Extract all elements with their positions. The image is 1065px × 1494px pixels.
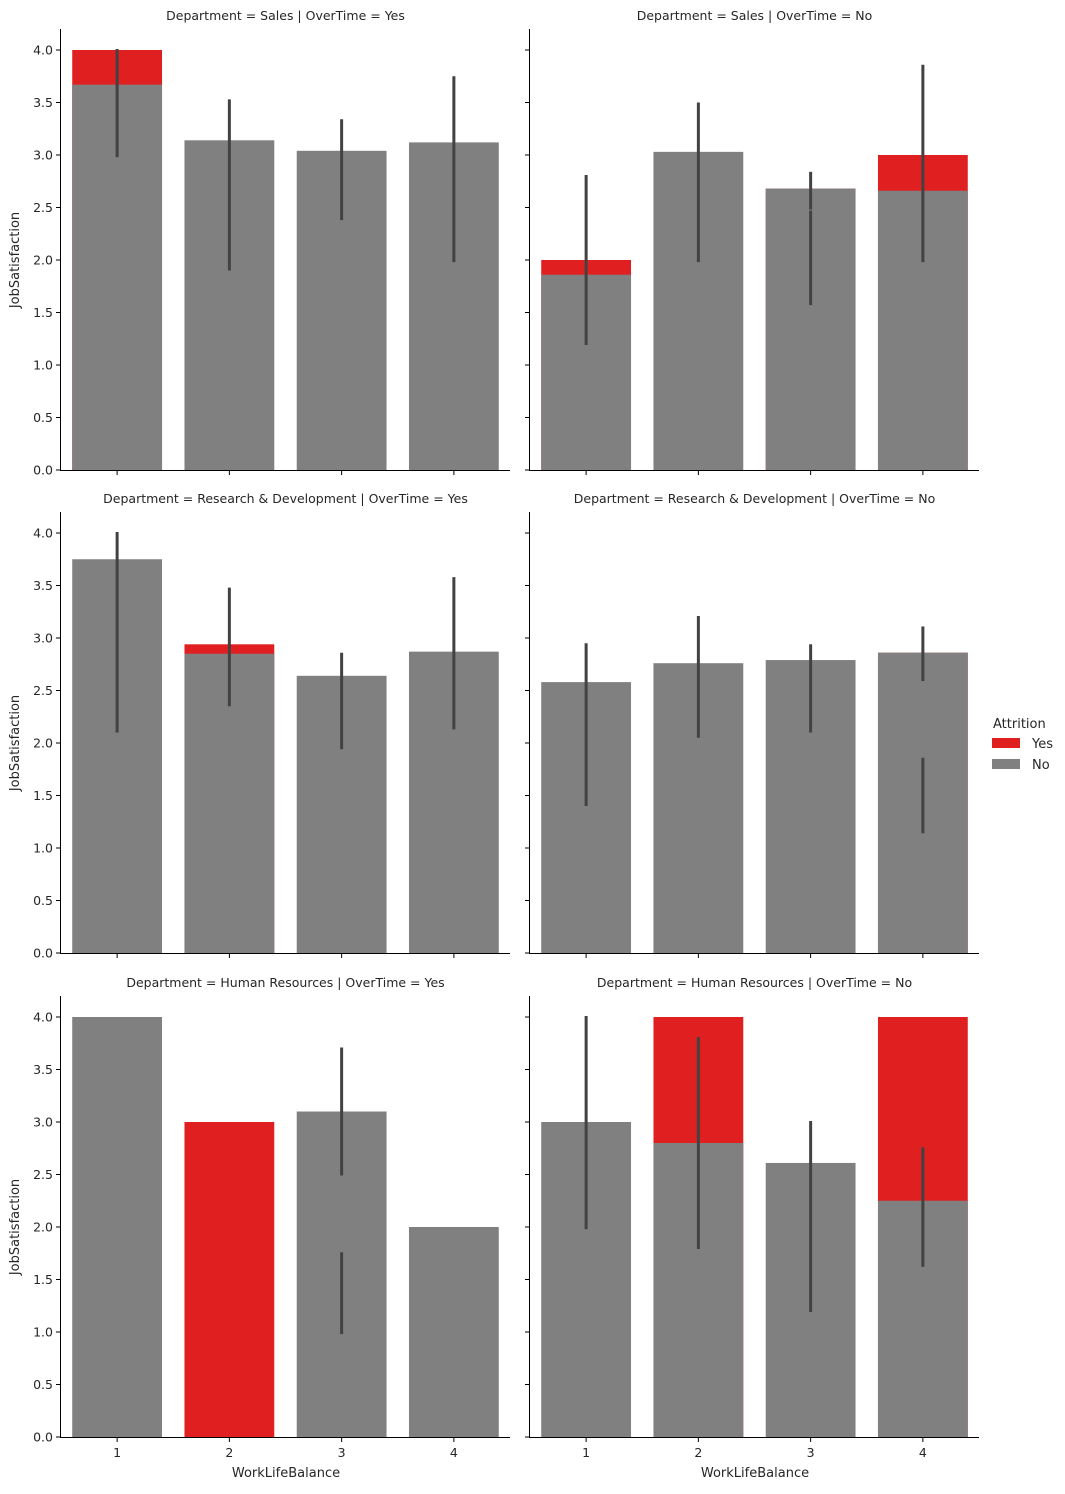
y-tick-label: 1.5 (33, 788, 53, 803)
facet-panel-3: Department = Research & Development | Ov… (33, 491, 510, 961)
y-tick-label: 3.5 (33, 95, 53, 110)
facet-panel-2: Department = Sales | OverTime = No (525, 8, 979, 475)
legend-label-yes: Yes (1031, 737, 1053, 752)
y-tick-label: 2.0 (33, 253, 53, 268)
panel-title: Department = Research & Development | Ov… (103, 491, 468, 506)
y-tick-label: 0.5 (33, 1377, 53, 1392)
x-axis-label-left: WorkLifeBalance (232, 1466, 340, 1481)
x-tick-label: 3 (807, 1445, 815, 1460)
y-tick-label: 2.5 (33, 1167, 53, 1182)
legend-swatch-no (992, 759, 1020, 769)
x-tick-label: 1 (582, 1445, 590, 1460)
bar-yes-wlb-2 (184, 1122, 275, 1437)
facet-panel-5: Department = Human Resources | OverTime … (33, 975, 510, 1460)
panel-title: Department = Sales | OverTime = No (637, 8, 873, 23)
x-tick-label: 2 (694, 1445, 702, 1460)
y-tick-label: 2.0 (33, 736, 53, 751)
y-tick-label: 2.0 (33, 1220, 53, 1235)
facet-panel-4: Department = Research & Development | Ov… (525, 491, 979, 958)
y-tick-label: 3.0 (33, 148, 53, 163)
x-tick-label: 4 (450, 1445, 458, 1460)
x-tick-label: 3 (338, 1445, 346, 1460)
bar-no-wlb-4 (408, 1227, 499, 1437)
panels-layer: Department = Sales | OverTime = Yes 0.0 0.… (33, 8, 979, 1460)
y-axis-label-row-3: JobSatisfaction (8, 1179, 23, 1276)
y-tick-label: 1.0 (33, 841, 53, 856)
y-tick-label: 1.5 (33, 305, 53, 320)
y-tick-label: 3.0 (33, 631, 53, 646)
y-tick-label: 3.5 (33, 578, 53, 593)
y-tick-label: 0.0 (33, 463, 53, 478)
y-tick-label: 4.0 (33, 526, 53, 541)
y-tick-label: 4.0 (33, 43, 53, 58)
y-tick-label: 2.5 (33, 200, 53, 215)
facet-panel-1: Department = Sales | OverTime = Yes 0.0 0.… (33, 8, 510, 478)
y-tick-label: 0.5 (33, 893, 53, 908)
y-tick-label: 4.0 (33, 1010, 53, 1025)
legend-label-no: No (1032, 758, 1050, 773)
y-tick-label: 1.0 (33, 358, 53, 373)
y-axis-label-row-2: JobSatisfaction (8, 695, 23, 792)
y-tick-label: 0.0 (33, 946, 53, 961)
panel-title: Department = Human Resources | OverTime … (597, 975, 912, 990)
bar-no-wlb-1 (72, 1017, 163, 1437)
x-tick-label: 4 (919, 1445, 927, 1460)
y-tick-label: 3.5 (33, 1062, 53, 1077)
x-axis-label-right: WorkLifeBalance (701, 1466, 809, 1481)
y-tick-label: 2.5 (33, 683, 53, 698)
panel-title: Department = Human Resources | OverTime … (126, 975, 444, 990)
legend-title: Attrition (993, 717, 1046, 732)
y-tick-label: 3.0 (33, 1115, 53, 1130)
y-tick-label: 0.5 (33, 410, 53, 425)
y-tick-label: 1.0 (33, 1325, 53, 1340)
y-tick-label: 1.5 (33, 1272, 53, 1287)
x-tick-label: 1 (113, 1445, 121, 1460)
panel-title: Department = Research & Development | Ov… (574, 491, 935, 506)
legend: Attrition Yes No (992, 717, 1053, 773)
facet-panel-6: Department = Human Resources | OverTime … (525, 975, 979, 1460)
panel-title: Department = Sales | OverTime = Yes (166, 8, 405, 23)
y-tick-label: 0.0 (33, 1430, 53, 1445)
y-axis-label-row-1: JobSatisfaction (8, 212, 23, 309)
legend-swatch-yes (992, 738, 1020, 748)
x-tick-label: 2 (225, 1445, 233, 1460)
